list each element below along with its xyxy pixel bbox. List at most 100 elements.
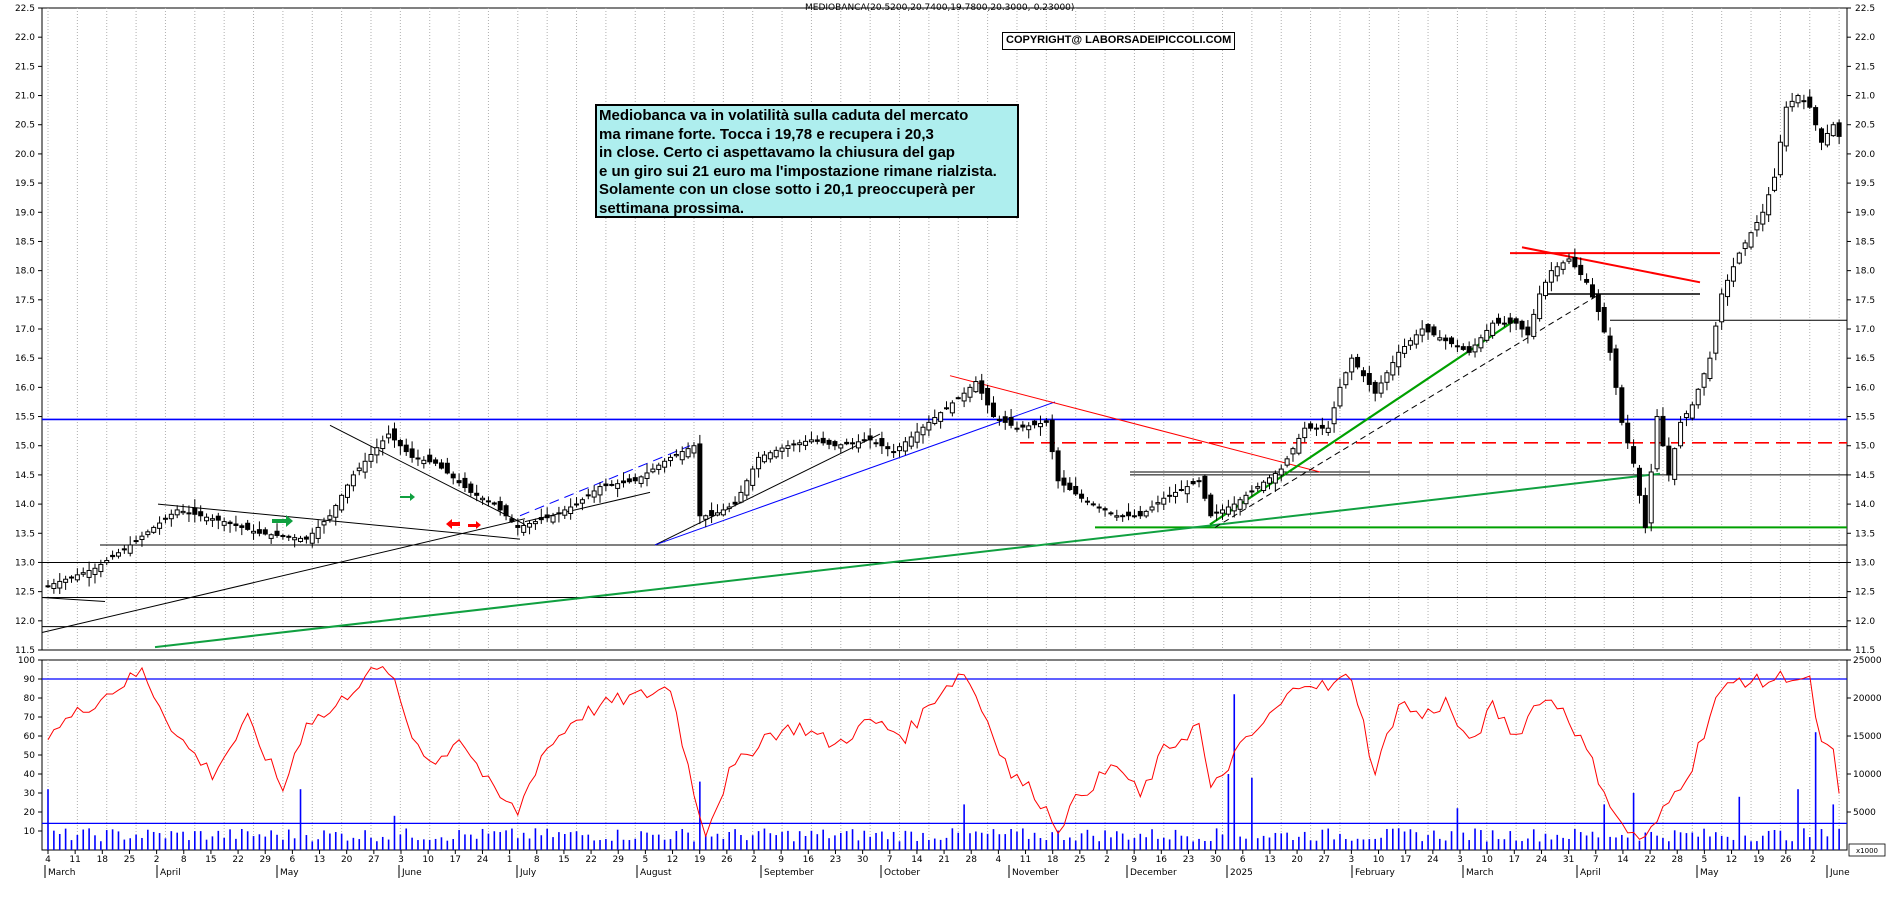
candle-body [985, 387, 991, 406]
x-tick-label: 21 [938, 855, 949, 865]
candle-body [814, 439, 820, 442]
candle-body [773, 449, 779, 458]
x-tick-label: 10 [1481, 855, 1493, 865]
candle-body [1531, 313, 1537, 337]
x-tick-label: 20 [341, 855, 353, 865]
candle-body [1020, 424, 1026, 428]
candle-body [309, 532, 315, 544]
candle-body [1707, 357, 1713, 380]
x-tick-label: 19 [1753, 855, 1765, 865]
x-tick-label: 28 [1672, 855, 1684, 865]
y-tick-label-left: 11.5 [15, 646, 35, 656]
candle-body [1284, 458, 1290, 466]
candle-body [374, 447, 380, 456]
candle-body [1331, 407, 1337, 425]
candle-body [327, 515, 333, 520]
candle-body [855, 441, 861, 449]
candle-body [1261, 481, 1267, 492]
x-tick-label: 27 [1319, 855, 1330, 865]
x-tick-label: 25 [1074, 855, 1085, 865]
candle-body [1126, 511, 1132, 517]
candle-body [68, 576, 74, 579]
x-tick-label: 10 [1373, 855, 1385, 865]
y-tick-label-left: 18.5 [15, 237, 35, 247]
x-tick-label: 12 [1726, 855, 1737, 865]
trendline-dashed-blue [519, 445, 691, 517]
month-label: March [48, 868, 75, 878]
candle-body [1454, 345, 1460, 348]
oscillator-tick-label: 30 [24, 789, 36, 799]
candle-body [644, 472, 650, 479]
candle-body [785, 445, 791, 449]
candle-body [932, 417, 938, 424]
candle-body [1460, 346, 1466, 350]
candle-body [1278, 468, 1284, 476]
candle-body [298, 537, 304, 542]
candle-body [1472, 344, 1478, 353]
candle-body [350, 474, 356, 487]
candle-body [1026, 425, 1032, 431]
candle-body [914, 431, 920, 443]
y-tick-label-left: 14.0 [15, 500, 35, 510]
x-tick-label: 23 [1183, 855, 1194, 865]
candle-body [1654, 416, 1660, 470]
candle-body [673, 453, 679, 457]
candle-body [1325, 427, 1331, 433]
x-tick-label: 4 [996, 855, 1002, 865]
candle-body [861, 439, 867, 442]
candle-body [1155, 502, 1161, 505]
candle-body [1114, 515, 1120, 518]
oscillator-tick-label: 90 [24, 675, 36, 685]
candle-body [1272, 472, 1278, 484]
x-tick-label: 14 [911, 855, 923, 865]
x-tick-label: 16 [1156, 855, 1168, 865]
x-tick-label: 17 [450, 855, 461, 865]
candle-body [679, 451, 685, 461]
x-tick-label: 29 [260, 855, 272, 865]
candle-body [527, 523, 533, 528]
candle-body [662, 460, 668, 468]
candle-body [544, 514, 550, 519]
candle-body [1813, 107, 1819, 126]
candle-body [1742, 242, 1748, 250]
candle-body [45, 585, 51, 588]
candle-body [1173, 491, 1179, 497]
x-tick-label: 7 [887, 855, 893, 865]
candle-body [104, 560, 110, 564]
y-tick-label-left: 16.5 [15, 354, 35, 364]
candle-body [1754, 221, 1760, 231]
candle-body [1255, 486, 1261, 489]
candle-body [720, 509, 726, 516]
candle-body [215, 515, 221, 521]
candle-body [1108, 512, 1114, 515]
candle-body [1079, 493, 1085, 499]
candle-body [1319, 424, 1325, 429]
x-tick-label: 1 [507, 855, 513, 865]
candle-body [204, 516, 210, 522]
y-tick-label-right: 18.5 [1855, 237, 1875, 247]
oscillator-tick-label: 20 [24, 808, 36, 818]
candle-body [1584, 278, 1590, 283]
candle-body [74, 574, 80, 581]
arrow-icon [468, 521, 481, 529]
x-tick-label: 22 [1644, 855, 1655, 865]
y-tick-label-left: 12.5 [15, 588, 35, 598]
candle-body [63, 578, 69, 583]
x-tick-label: 30 [857, 855, 869, 865]
candle-body [1589, 284, 1595, 298]
x-tick-label: 30 [1210, 855, 1222, 865]
candle-body [1554, 266, 1560, 277]
candle-body [709, 510, 715, 517]
candle-body [1266, 477, 1272, 484]
candle-body [368, 453, 374, 462]
candle-body [697, 443, 703, 517]
candle-body [767, 452, 773, 460]
candle-body [380, 440, 386, 450]
candle-body [1713, 325, 1719, 354]
candle-body [1296, 437, 1302, 454]
x-tick-label: 16 [803, 855, 815, 865]
candle-body [186, 512, 192, 515]
candle-body [1636, 467, 1642, 496]
candle-body [421, 459, 427, 465]
candle-body [345, 484, 350, 498]
